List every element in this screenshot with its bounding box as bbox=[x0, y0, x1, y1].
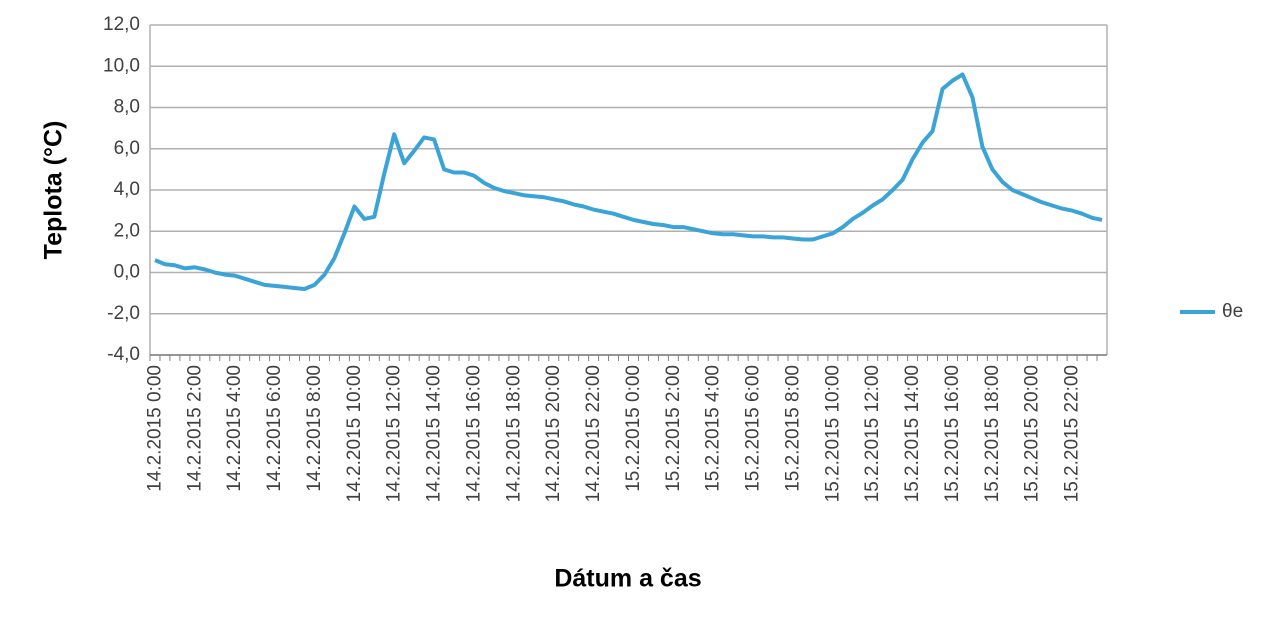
legend-label: θe bbox=[1222, 301, 1243, 322]
x-tick-label: 14.2.2015 18:00 bbox=[503, 365, 524, 502]
x-tick-label: 14.2.2015 10:00 bbox=[344, 365, 365, 502]
series-line bbox=[154, 72, 1103, 291]
x-tick-label: 15.2.2015 6:00 bbox=[743, 365, 764, 492]
y-tick-label: 2,0 bbox=[114, 220, 140, 241]
y-tick-label: 6,0 bbox=[114, 138, 140, 159]
y-tick-label: 10,0 bbox=[103, 55, 140, 76]
x-tick-label: 15.2.2015 14:00 bbox=[902, 365, 923, 502]
y-tick-label: 0,0 bbox=[114, 262, 140, 283]
x-tick-label: 15.2.2015 8:00 bbox=[782, 365, 803, 492]
x-tick-label: 14.2.2015 6:00 bbox=[264, 365, 285, 492]
y-tick-label: 4,0 bbox=[114, 179, 140, 200]
x-tick-label: 14.2.2015 14:00 bbox=[424, 365, 445, 502]
x-tick-label: 14.2.2015 12:00 bbox=[384, 365, 405, 502]
x-tick-label: 14.2.2015 8:00 bbox=[304, 365, 325, 492]
x-tick-label: 15.2.2015 20:00 bbox=[1022, 365, 1043, 502]
x-tick-label: 14.2.2015 4:00 bbox=[224, 365, 245, 492]
x-tick-label: 14.2.2015 22:00 bbox=[583, 365, 604, 502]
x-tick-label: 14.2.2015 20:00 bbox=[543, 365, 564, 502]
y-tick-label: 8,0 bbox=[114, 97, 140, 118]
x-tick-label: 15.2.2015 2:00 bbox=[663, 365, 684, 492]
x-tick-label: 14.2.2015 2:00 bbox=[184, 365, 205, 492]
x-tick-label: 15.2.2015 18:00 bbox=[982, 365, 1003, 502]
x-tick-label: 15.2.2015 4:00 bbox=[703, 365, 724, 492]
x-tick-label: 15.2.2015 10:00 bbox=[822, 365, 843, 502]
x-tick-label: 14.2.2015 16:00 bbox=[463, 365, 484, 502]
x-tick-label: 14.2.2015 0:00 bbox=[144, 365, 165, 492]
y-tick-label: -4,0 bbox=[107, 344, 140, 365]
x-tick-label: 15.2.2015 0:00 bbox=[623, 365, 644, 492]
y-tick-label: -2,0 bbox=[107, 303, 140, 324]
x-tick-label: 15.2.2015 22:00 bbox=[1062, 365, 1083, 502]
x-axis-title: Dátum a čas bbox=[554, 565, 701, 593]
x-tick-label: 15.2.2015 12:00 bbox=[862, 365, 883, 502]
y-tick-label: 12,0 bbox=[103, 14, 140, 35]
y-axis-title: Teplota (°C) bbox=[40, 121, 68, 260]
x-tick-label: 15.2.2015 16:00 bbox=[942, 365, 963, 502]
